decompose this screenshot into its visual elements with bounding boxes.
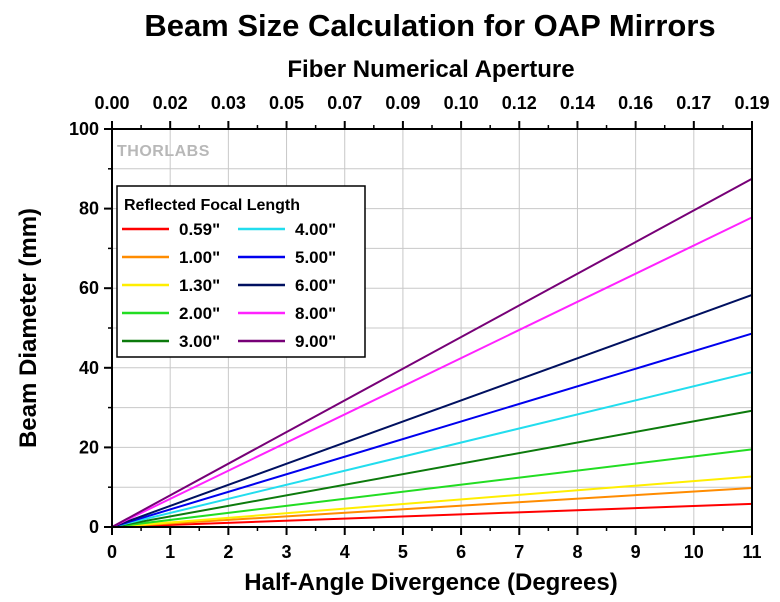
legend-label: 1.00"	[179, 248, 220, 267]
legend-label: 6.00"	[295, 276, 336, 295]
x2-tick-label: 0.16	[618, 93, 653, 113]
series-line	[111, 371, 753, 528]
x-tick-label: 3	[282, 542, 292, 562]
legend-label: 5.00"	[295, 248, 336, 267]
x-tick-label: 4	[340, 542, 350, 562]
y-axis-label: Beam Diameter (mm)	[15, 208, 42, 448]
data-series	[111, 177, 753, 528]
x-tick-label: 11	[742, 542, 761, 562]
x2-tick-label: 0.02	[153, 93, 188, 113]
legend-label: 9.00"	[295, 332, 336, 351]
x2-tick-label: 0.19	[734, 93, 769, 113]
legend-label: 3.00"	[179, 332, 220, 351]
series-line	[111, 177, 753, 528]
chart-title: Beam Size Calculation for OAP Mirrors	[144, 8, 715, 43]
x-tick-label: 1	[165, 542, 175, 562]
tick-labels: 0 1 2 3 4 5 6 7 8 9 10 11 0.00 0.02 0.03 0.05 0.07 0.09 0.…	[69, 93, 770, 562]
y-tick-label: 20	[79, 437, 99, 457]
x-tick-label: 9	[631, 542, 641, 562]
axis-ticks	[104, 121, 753, 535]
series-line	[111, 216, 753, 528]
y-tick-label: 60	[79, 278, 99, 298]
x-tick-label: 5	[398, 542, 408, 562]
x2-tick-label: 0.03	[211, 93, 246, 113]
legend-box	[116, 185, 366, 358]
x2-tick-label: 0.00	[94, 93, 129, 113]
x-tick-label: 6	[456, 542, 466, 562]
thorlabs-watermark: THORLABS	[117, 143, 210, 160]
x-tick-label: 7	[514, 542, 524, 562]
x2-tick-label: 0.05	[269, 93, 304, 113]
legend-label: 4.00"	[295, 220, 336, 239]
x-axis-label: Half-Angle Divergence (Degrees)	[244, 569, 617, 596]
legend-title: Reflected Focal Length	[124, 197, 300, 214]
series-line	[111, 332, 753, 528]
y-tick-label: 100	[69, 119, 99, 139]
series-line	[111, 475, 753, 528]
legend-label: 8.00"	[295, 304, 336, 323]
x2-tick-label: 0.17	[676, 93, 711, 113]
legend-label: 0.59"	[179, 220, 220, 239]
x-tick-label: 10	[684, 542, 704, 562]
series-line	[111, 409, 753, 528]
series-line	[111, 486, 753, 528]
x2-tick-label: 0.10	[444, 93, 479, 113]
top-axis-label: Fiber Numerical Aperture	[287, 56, 574, 83]
x-tick-label: 8	[572, 542, 582, 562]
series-line	[111, 502, 753, 528]
x2-tick-label: 0.07	[327, 93, 362, 113]
x2-tick-label: 0.14	[560, 93, 595, 113]
series-line	[111, 294, 753, 528]
legend-label: 2.00"	[179, 304, 220, 323]
x2-tick-label: 0.12	[502, 93, 537, 113]
legend-label: 1.30"	[179, 276, 220, 295]
x-tick-label: 2	[223, 542, 233, 562]
y-tick-label: 40	[79, 358, 99, 378]
gridlines	[112, 129, 752, 527]
y-tick-label: 80	[79, 199, 99, 219]
legend: Reflected Focal Length 0.59" 1.00" 1.30" 2.0…	[116, 185, 366, 358]
x-tick-label: 0	[107, 542, 117, 562]
y-tick-label: 0	[89, 517, 99, 537]
series-line	[111, 448, 753, 528]
x2-tick-label: 0.09	[385, 93, 420, 113]
